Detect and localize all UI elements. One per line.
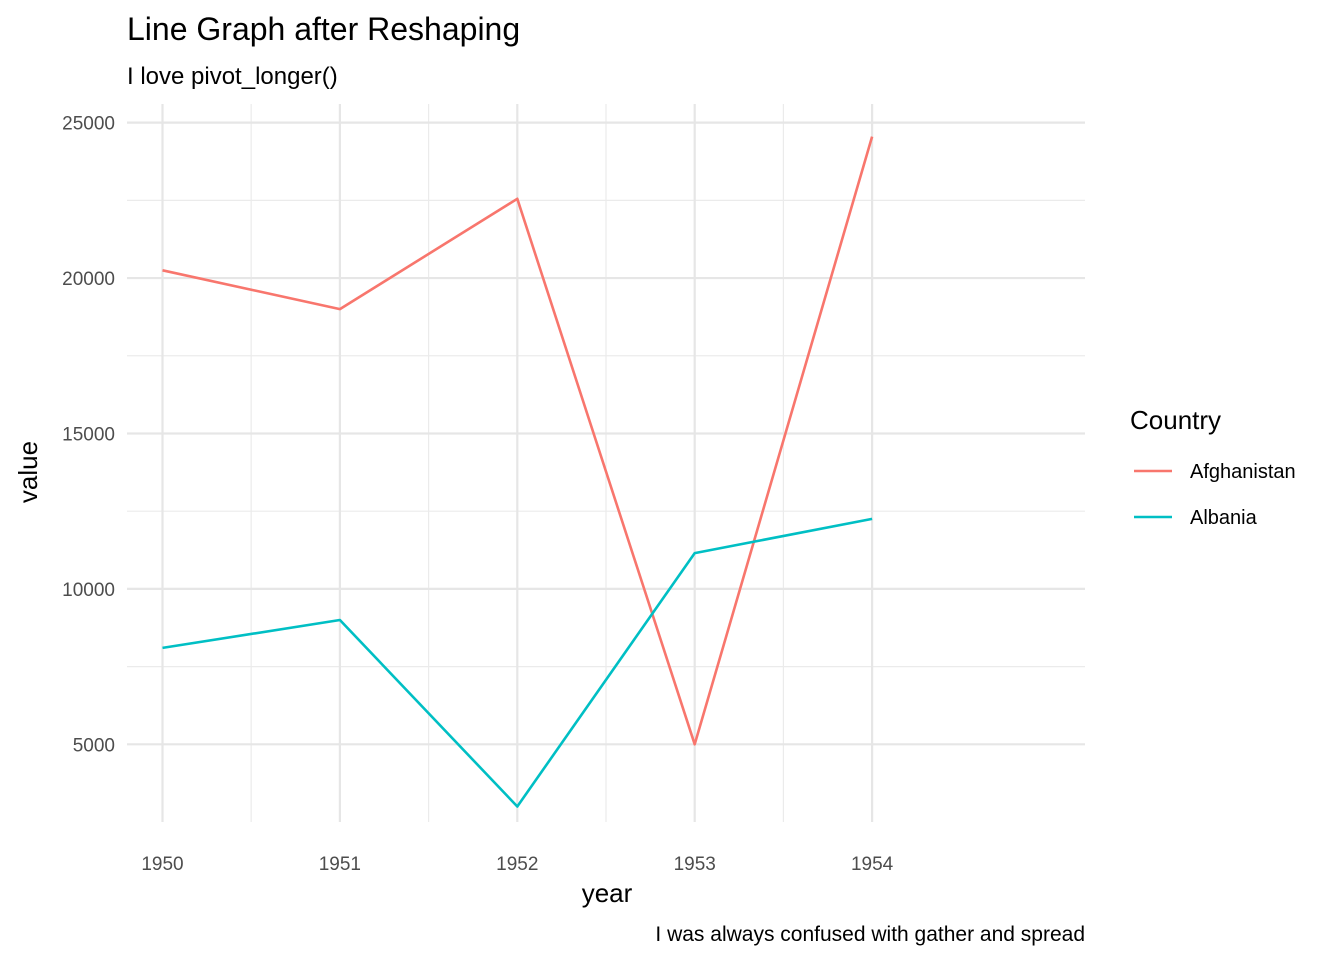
legend: Country Afghanistan Albania [1130, 405, 1296, 529]
y-tick-label: 15000 [62, 424, 115, 445]
axes: 5000 10000 15000 20000 25000 1950 1951 1952 1953… [62, 114, 894, 875]
y-tick-label: 20000 [62, 269, 115, 290]
x-tick-label: 1953 [674, 854, 716, 875]
x-axis-label: year [582, 878, 633, 908]
y-axis-label: value [13, 441, 43, 503]
grid [127, 104, 1085, 822]
series-lines [162, 136, 874, 808]
x-tick-label: 1952 [496, 854, 538, 875]
x-tick-label: 1950 [141, 854, 183, 875]
y-tick-label: 5000 [73, 735, 115, 756]
x-tick-label: 1954 [851, 854, 894, 875]
legend-title: Country [1130, 405, 1221, 435]
legend-label-albania: Albania [1190, 507, 1258, 529]
legend-label-afghanistan: Afghanistan [1190, 461, 1296, 483]
x-tick-label: 1951 [319, 854, 361, 875]
chart-subtitle: I love pivot_longer() [127, 63, 338, 90]
chart-title: Line Graph after Reshaping [127, 11, 520, 47]
y-tick-label: 25000 [62, 114, 115, 135]
chart-caption: I was always confused with gather and sp… [655, 923, 1085, 946]
series-line-albania [162, 517, 873, 808]
y-tick-label: 10000 [62, 580, 115, 601]
